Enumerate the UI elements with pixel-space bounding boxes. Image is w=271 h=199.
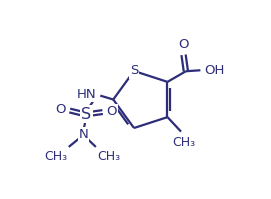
Text: N: N [78,128,88,141]
Text: S: S [81,106,91,122]
Text: O: O [178,38,189,51]
Text: OH: OH [205,64,225,77]
Text: O: O [55,103,66,116]
Text: CH₃: CH₃ [97,150,121,163]
Text: CH₃: CH₃ [44,150,67,163]
Text: CH₃: CH₃ [172,136,195,149]
Text: HN: HN [77,88,97,101]
Text: O: O [107,105,117,118]
Text: S: S [130,64,138,77]
